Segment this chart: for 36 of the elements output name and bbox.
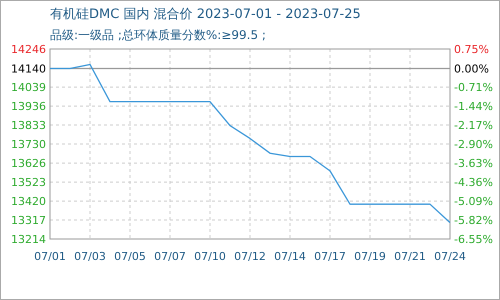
y-tick-label: 13936 — [11, 100, 46, 114]
y2-tick-label: -2.17% — [454, 119, 493, 132]
x-tick-label: 07/03 — [74, 250, 106, 263]
y-tick-label: 13730 — [11, 138, 46, 151]
chart-subtitle: 品级:一级品 ;总环体质量分数%:≥99.5 ; — [50, 28, 266, 42]
x-tick-label: 07/24 — [434, 250, 466, 263]
y2-tick-label: -0.71% — [454, 81, 493, 94]
x-tick-label: 07/05 — [114, 250, 146, 263]
x-tick-label: 07/12 — [234, 250, 266, 263]
y-tick-label: 13523 — [11, 176, 46, 190]
y-tick-label: 13833 — [11, 119, 46, 132]
line-series — [49, 64, 451, 224]
x-tick-label: 07/07 — [154, 250, 186, 263]
y2-tick-label: -3.63% — [454, 157, 493, 170]
y2-tick-label: 0.00% — [454, 62, 489, 76]
x-tick-label: 07/10 — [194, 250, 226, 263]
y-tick-label: 13420 — [11, 195, 46, 208]
x-tick-label: 07/14 — [274, 250, 306, 263]
y-tick-label: 13317 — [11, 214, 46, 228]
x-tick-label: 07/01 — [34, 250, 66, 263]
x-tick-label: 07/21 — [394, 250, 426, 263]
y-tick-label: 14246 — [11, 43, 46, 56]
y2-tick-label: -5.09% — [454, 195, 493, 208]
y-tick-label: 14140 — [11, 62, 46, 76]
y2-tick-label: -2.90% — [454, 138, 493, 151]
chart-title: 有机硅DMC 国内 混合价 2023-07-01 - 2023-07-25 — [50, 7, 361, 22]
y2-tick-label: -1.44% — [454, 100, 493, 113]
y-tick-label: 13214 — [11, 233, 46, 246]
y2-tick-label: -4.36% — [454, 176, 493, 189]
x-tick-label: 07/19 — [354, 250, 386, 263]
y2-tick-label: -5.82% — [454, 214, 493, 227]
y2-tick-label: 0.75% — [454, 43, 489, 56]
y-tick-label: 14039 — [11, 81, 46, 94]
x-tick-label: 07/17 — [314, 250, 346, 263]
y2-tick-label: -6.55% — [454, 233, 493, 246]
y-tick-label: 13626 — [11, 157, 46, 170]
